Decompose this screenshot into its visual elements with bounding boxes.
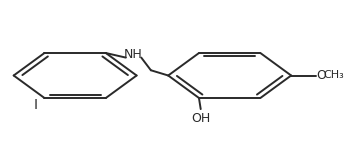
Text: O: O: [316, 69, 326, 82]
Text: NH: NH: [124, 48, 143, 61]
Text: CH₃: CH₃: [324, 71, 344, 80]
Text: OH: OH: [191, 112, 210, 125]
Text: I: I: [34, 98, 38, 112]
